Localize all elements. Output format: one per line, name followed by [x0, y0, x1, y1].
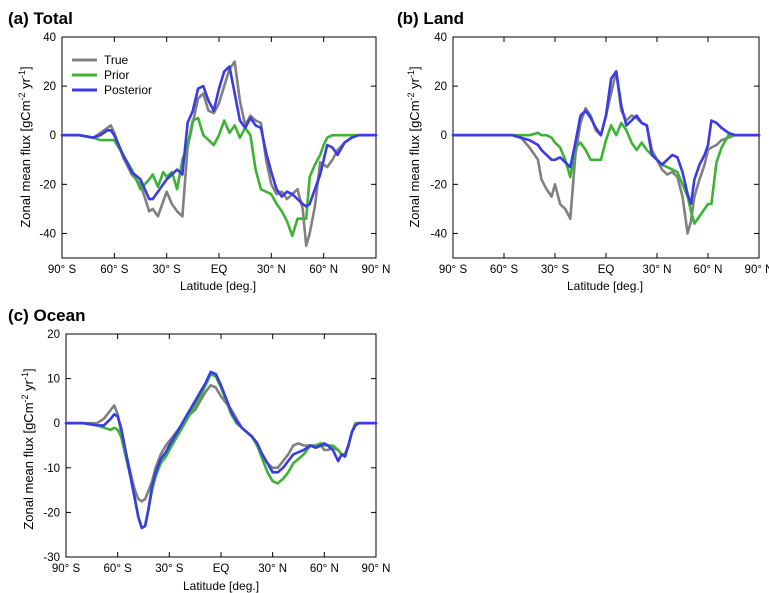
x-tick-label: 30° S	[541, 264, 570, 276]
tick-group: -40 -20 0 20 40 90° S 60° S 30° S EQ 30°…	[39, 32, 390, 276]
y-tick-label: -20	[39, 179, 56, 191]
y-axis-label: Zonal mean flux [gCm-2 yr-1]	[406, 66, 422, 227]
x-tick-label: 30° S	[155, 563, 184, 575]
series-line-prior	[60, 116, 378, 238]
y-tick-label: -10	[43, 463, 60, 475]
series-line-posterior	[64, 370, 378, 530]
legend: True Prior Posterior	[72, 53, 152, 97]
x-tick-label: 30° N	[258, 563, 287, 575]
panel-title: (b) Land	[397, 9, 464, 28]
panel-total: (a) Total Zonal mean flux [gCm-2 yr-1] L…	[8, 9, 390, 293]
y-tick-label: 40	[434, 32, 447, 44]
y-tick-label: -40	[430, 228, 447, 240]
y-tick-label: 20	[43, 81, 56, 93]
x-tick-label: 30° S	[153, 264, 182, 276]
legend-label-prior: Prior	[104, 68, 129, 82]
series-line-true	[64, 383, 378, 503]
y-tick-label: 0	[54, 418, 60, 430]
legend-label-posterior: Posterior	[104, 83, 152, 97]
x-tick-label: 90° S	[48, 264, 77, 276]
y-axis-label: Zonal mean flux [gCm-2 yr-1]	[17, 66, 33, 227]
x-tick-label: 60° N	[310, 563, 339, 575]
series-line-posterior	[451, 70, 761, 206]
series-line-true	[451, 70, 761, 235]
x-tick-label: 90° N	[362, 264, 391, 276]
x-tick-label: EQ	[213, 563, 230, 575]
x-tick-label: EQ	[598, 264, 615, 276]
x-tick-label: EQ	[211, 264, 228, 276]
y-tick-label: -20	[43, 507, 60, 519]
x-tick-label: 60° S	[490, 264, 519, 276]
panel-land: (b) Land Zonal mean flux [gCm-2 yr-1] La…	[397, 9, 769, 293]
x-tick-label: 60° N	[694, 264, 723, 276]
x-tick-label: 60° N	[309, 264, 338, 276]
x-tick-label: 90° S	[52, 563, 81, 575]
x-axis-label: Latitude [deg.]	[183, 579, 259, 593]
series-line-true	[60, 60, 378, 247]
x-tick-label: 60° S	[104, 563, 133, 575]
panel-title: (a) Total	[8, 9, 73, 28]
y-tick-label: 40	[43, 32, 56, 44]
y-tick-label: -20	[430, 179, 447, 191]
legend-label-true: True	[104, 53, 129, 67]
y-tick-label: -30	[43, 552, 60, 564]
x-tick-label: 90° N	[362, 563, 391, 575]
x-tick-label: 30° N	[643, 264, 672, 276]
panel-ocean: (c) Ocean Zonal mean flux [gCm-2 yr-1] L…	[8, 306, 390, 593]
x-tick-label: 60° S	[100, 264, 129, 276]
y-tick-label: 20	[434, 81, 447, 93]
y-tick-label: -40	[39, 228, 56, 240]
y-tick-label: 10	[47, 374, 60, 386]
tick-group: -30 -20 -10 0 10 20 90° S 60° S 30° S EQ…	[43, 329, 390, 575]
panel-title: (c) Ocean	[8, 306, 85, 325]
series-line-prior	[451, 121, 761, 225]
tick-group: -40 -20 0 20 40 90° S 60° S 30° S EQ 30°…	[430, 32, 769, 276]
y-tick-label: 20	[47, 329, 60, 341]
y-axis-label: Zonal mean flux [gCm-2 yr-1]	[20, 368, 36, 529]
y-tick-label: 0	[50, 130, 56, 142]
y-tick-label: 0	[441, 130, 447, 142]
series-line-posterior	[60, 65, 378, 208]
x-tick-label: 90° N	[745, 264, 769, 276]
x-tick-label: 90° S	[439, 264, 468, 276]
x-axis-label: Latitude [deg.]	[180, 279, 256, 293]
x-axis-label: Latitude [deg.]	[567, 279, 643, 293]
x-tick-label: 30° N	[257, 264, 286, 276]
